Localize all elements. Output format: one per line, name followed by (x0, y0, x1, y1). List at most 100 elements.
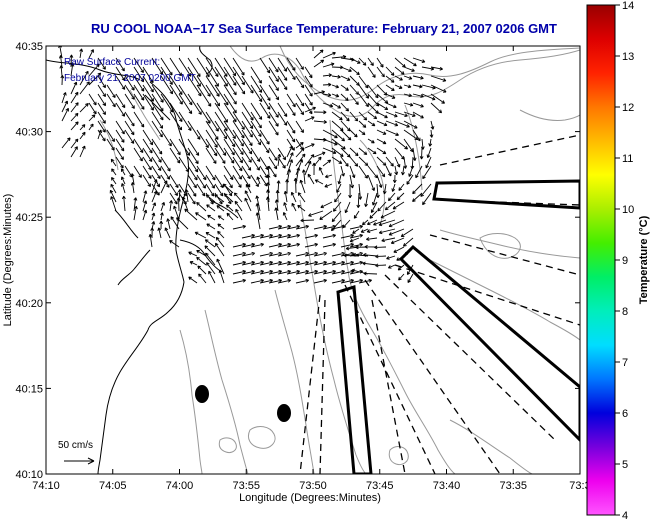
current-vector (216, 205, 225, 212)
current-vector (151, 156, 162, 171)
current-vector (250, 66, 262, 84)
current-vector (343, 253, 360, 258)
current-vector (133, 84, 145, 101)
current-vector (259, 278, 273, 284)
current-vector (142, 165, 152, 179)
current-vector (142, 75, 154, 93)
current-vector (286, 260, 300, 266)
current-vector (388, 228, 405, 236)
current-vector (322, 233, 336, 239)
current-vector (349, 233, 363, 239)
current-vector (277, 66, 288, 81)
current-vector (322, 102, 334, 108)
current-vector (115, 57, 125, 72)
x-tick-label: 73:40 (433, 480, 461, 492)
current-vector (378, 219, 396, 227)
current-vector (115, 138, 125, 152)
current-vector (250, 75, 263, 93)
current-vector (232, 224, 246, 230)
colorbar-tick-label: 9 (622, 255, 628, 267)
current-vector (223, 57, 237, 77)
current-vector (232, 147, 243, 164)
current-vector (133, 66, 145, 83)
y-tick-label: 40:15 (15, 383, 43, 395)
current-vector (295, 142, 304, 149)
current-vector (79, 145, 86, 158)
current-vector (250, 147, 261, 162)
current-vector (322, 82, 332, 87)
current-vector (151, 138, 163, 155)
current-vector (331, 129, 346, 142)
current-vector (266, 174, 271, 185)
current-vector (277, 75, 288, 91)
current-vector (332, 201, 342, 212)
current-vector (401, 165, 405, 176)
current-vector (313, 59, 325, 68)
current-vector (70, 91, 79, 104)
current-vector (385, 129, 399, 137)
current-vector (205, 174, 215, 189)
current-vector (97, 84, 106, 97)
current-vector (363, 271, 378, 276)
current-vector (387, 192, 396, 202)
current-vector (97, 120, 106, 133)
current-vector (282, 212, 288, 221)
current-vector (331, 74, 341, 79)
current-vector (88, 93, 97, 106)
current-vector (331, 269, 345, 275)
current-vector (304, 160, 312, 176)
current-vector (142, 174, 151, 187)
current-vector (79, 81, 90, 95)
y-tick-label: 40:30 (15, 127, 43, 139)
current-vector (169, 75, 183, 95)
scale-arrow (64, 457, 95, 465)
current-vector (403, 84, 412, 89)
current-vector (241, 138, 253, 155)
current-vector (133, 93, 145, 110)
current-vector (353, 210, 360, 219)
current-vector (324, 183, 333, 188)
current-vector (277, 269, 291, 275)
current-vector (313, 110, 327, 115)
current-vector (394, 165, 399, 176)
y-axis-label: Latitude (Degrees:Minutes) (2, 194, 14, 327)
current-vector (151, 120, 163, 138)
current-vector (207, 214, 216, 221)
current-vector (388, 219, 405, 228)
current-vector (205, 57, 219, 77)
current-vector (295, 93, 305, 107)
current-vector (250, 102, 263, 120)
current-vector (109, 189, 117, 203)
current-vector (402, 237, 414, 247)
current-vector (349, 156, 359, 167)
current-vector (69, 54, 74, 68)
current-vector (268, 165, 277, 178)
current-vector (196, 256, 207, 266)
current-vector (226, 212, 234, 221)
current-vector (322, 147, 337, 155)
current-vector (88, 72, 102, 86)
colorbar-tick-label: 7 (622, 357, 628, 369)
current-vector (274, 207, 279, 221)
current-vector (177, 189, 182, 203)
current-vector (376, 138, 387, 145)
current-vector (391, 183, 396, 192)
current-vector (259, 84, 271, 101)
current-vector (430, 102, 443, 114)
current-vector (178, 84, 193, 106)
current-vector (428, 138, 433, 147)
y-tick-label: 40:20 (15, 298, 43, 310)
current-vector (430, 84, 447, 93)
current-vector (277, 57, 288, 72)
current-vector (214, 147, 226, 164)
current-vector (295, 120, 304, 133)
current-vector (250, 174, 259, 187)
current-vector (313, 278, 327, 284)
current-vector (304, 102, 313, 115)
current-vector (398, 183, 405, 191)
x-tick-label: 74:00 (166, 480, 194, 492)
current-vector (277, 102, 288, 117)
current-vector (322, 159, 332, 167)
current-vector (415, 165, 423, 179)
current-vector (58, 55, 63, 68)
